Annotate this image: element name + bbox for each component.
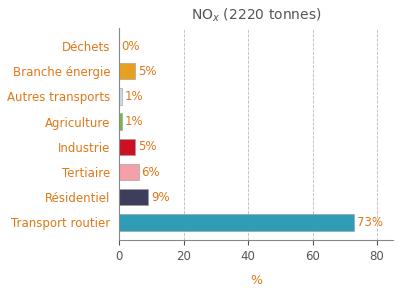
Text: 1%: 1% bbox=[125, 115, 144, 128]
Bar bbox=[119, 139, 135, 155]
Text: 5%: 5% bbox=[138, 140, 156, 153]
Bar bbox=[119, 214, 354, 230]
Text: 1%: 1% bbox=[125, 90, 144, 103]
Text: 6%: 6% bbox=[141, 166, 160, 178]
Title: NO$_x$ (2220 tonnes): NO$_x$ (2220 tonnes) bbox=[191, 7, 322, 24]
Text: 5%: 5% bbox=[138, 65, 156, 78]
Bar bbox=[119, 164, 138, 180]
Bar bbox=[119, 88, 122, 105]
Bar bbox=[119, 113, 122, 130]
X-axis label: %: % bbox=[250, 274, 262, 287]
Text: 73%: 73% bbox=[357, 216, 383, 229]
Bar bbox=[119, 189, 148, 206]
Text: 0%: 0% bbox=[121, 40, 139, 53]
Text: 9%: 9% bbox=[151, 191, 170, 204]
Bar bbox=[119, 63, 135, 79]
